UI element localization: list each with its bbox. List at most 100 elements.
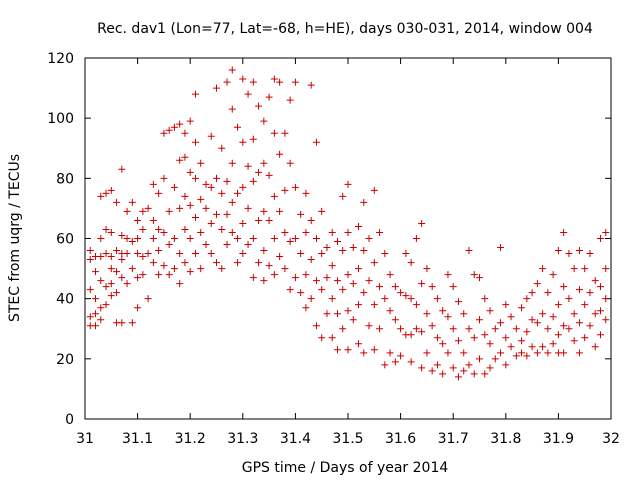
- x-axis-label: GPS time / Days of year 2014: [242, 460, 449, 476]
- data-point: [565, 250, 573, 258]
- data-point: [281, 186, 289, 194]
- data-point: [481, 370, 489, 378]
- data-point: [575, 349, 583, 357]
- data-point: [97, 277, 105, 285]
- x-tick-label: 31.3: [227, 431, 258, 447]
- data-point: [107, 280, 115, 288]
- data-point: [497, 349, 505, 357]
- data-point: [554, 301, 562, 309]
- data-point: [391, 316, 399, 324]
- data-point: [349, 316, 357, 324]
- data-point: [244, 204, 252, 212]
- data-point: [297, 289, 305, 297]
- data-point: [144, 204, 152, 212]
- data-point: [560, 349, 568, 357]
- data-point: [339, 247, 347, 255]
- x-tick-label: 32: [602, 431, 620, 447]
- data-point: [128, 198, 136, 206]
- data-point: [439, 370, 447, 378]
- data-point: [386, 307, 394, 315]
- chart-title: Rec. dav1 (Lon=77, Lat=-68, h=HE), days …: [97, 21, 593, 37]
- data-point: [365, 322, 373, 330]
- data-point: [239, 183, 247, 191]
- data-point: [376, 325, 384, 333]
- data-point: [191, 213, 199, 221]
- data-point: [554, 331, 562, 339]
- data-point: [176, 156, 184, 164]
- data-point: [318, 286, 326, 294]
- data-point: [486, 364, 494, 372]
- data-point: [360, 349, 368, 357]
- data-point: [502, 361, 510, 369]
- data-point: [486, 340, 494, 348]
- data-point: [128, 238, 136, 246]
- data-point: [370, 301, 378, 309]
- data-point: [591, 343, 599, 351]
- data-point: [407, 358, 415, 366]
- data-point: [565, 325, 573, 333]
- data-point: [328, 334, 336, 342]
- data-point: [528, 316, 536, 324]
- data-point: [507, 343, 515, 351]
- data-point: [255, 259, 263, 267]
- data-point: [602, 265, 610, 273]
- data-point: [318, 250, 326, 258]
- data-point: [523, 295, 531, 303]
- data-point: [570, 265, 578, 273]
- y-tick-label: 80: [56, 171, 74, 187]
- data-point: [533, 319, 541, 327]
- data-point: [286, 159, 294, 167]
- data-point: [176, 250, 184, 258]
- x-tick-label: 31.9: [543, 431, 574, 447]
- data-point: [391, 358, 399, 366]
- data-point: [602, 316, 610, 324]
- data-point: [207, 219, 215, 227]
- data-point: [423, 310, 431, 318]
- data-point: [197, 159, 205, 167]
- data-point: [102, 250, 110, 258]
- data-point: [207, 250, 215, 258]
- data-point: [107, 253, 115, 261]
- plot-frame: [84, 57, 612, 420]
- data-point: [197, 265, 205, 273]
- y-tick-label: 0: [65, 412, 74, 428]
- data-point: [134, 250, 142, 258]
- data-point: [386, 271, 394, 279]
- data-point: [276, 253, 284, 261]
- data-point: [155, 271, 163, 279]
- data-point: [223, 210, 231, 218]
- data-point: [376, 228, 384, 236]
- data-point: [539, 343, 547, 351]
- data-point: [476, 316, 483, 324]
- data-point: [370, 259, 378, 267]
- data-point: [270, 271, 278, 279]
- data-point: [433, 334, 441, 342]
- data-point: [160, 228, 168, 236]
- x-tick-label: 31.7: [438, 431, 469, 447]
- data-point: [202, 204, 210, 212]
- data-point: [181, 259, 189, 267]
- data-point: [155, 247, 163, 255]
- data-point: [139, 253, 147, 261]
- data-point: [596, 235, 604, 242]
- x-tick-label: 31.6: [385, 431, 416, 447]
- data-point: [260, 247, 268, 255]
- data-point: [92, 268, 100, 276]
- data-point: [339, 286, 347, 294]
- data-point: [549, 340, 557, 348]
- data-point: [596, 331, 604, 339]
- data-point: [570, 337, 578, 345]
- data-point: [486, 307, 494, 315]
- data-point: [149, 235, 157, 242]
- data-point: [312, 277, 320, 285]
- data-point: [586, 289, 594, 297]
- data-point: [118, 274, 126, 282]
- data-point: [213, 174, 220, 182]
- data-point: [339, 325, 347, 333]
- data-point: [344, 307, 352, 315]
- data-point: [218, 265, 226, 273]
- data-point: [381, 361, 389, 369]
- data-point: [249, 274, 257, 282]
- data-point: [92, 295, 100, 303]
- data-point: [381, 295, 389, 303]
